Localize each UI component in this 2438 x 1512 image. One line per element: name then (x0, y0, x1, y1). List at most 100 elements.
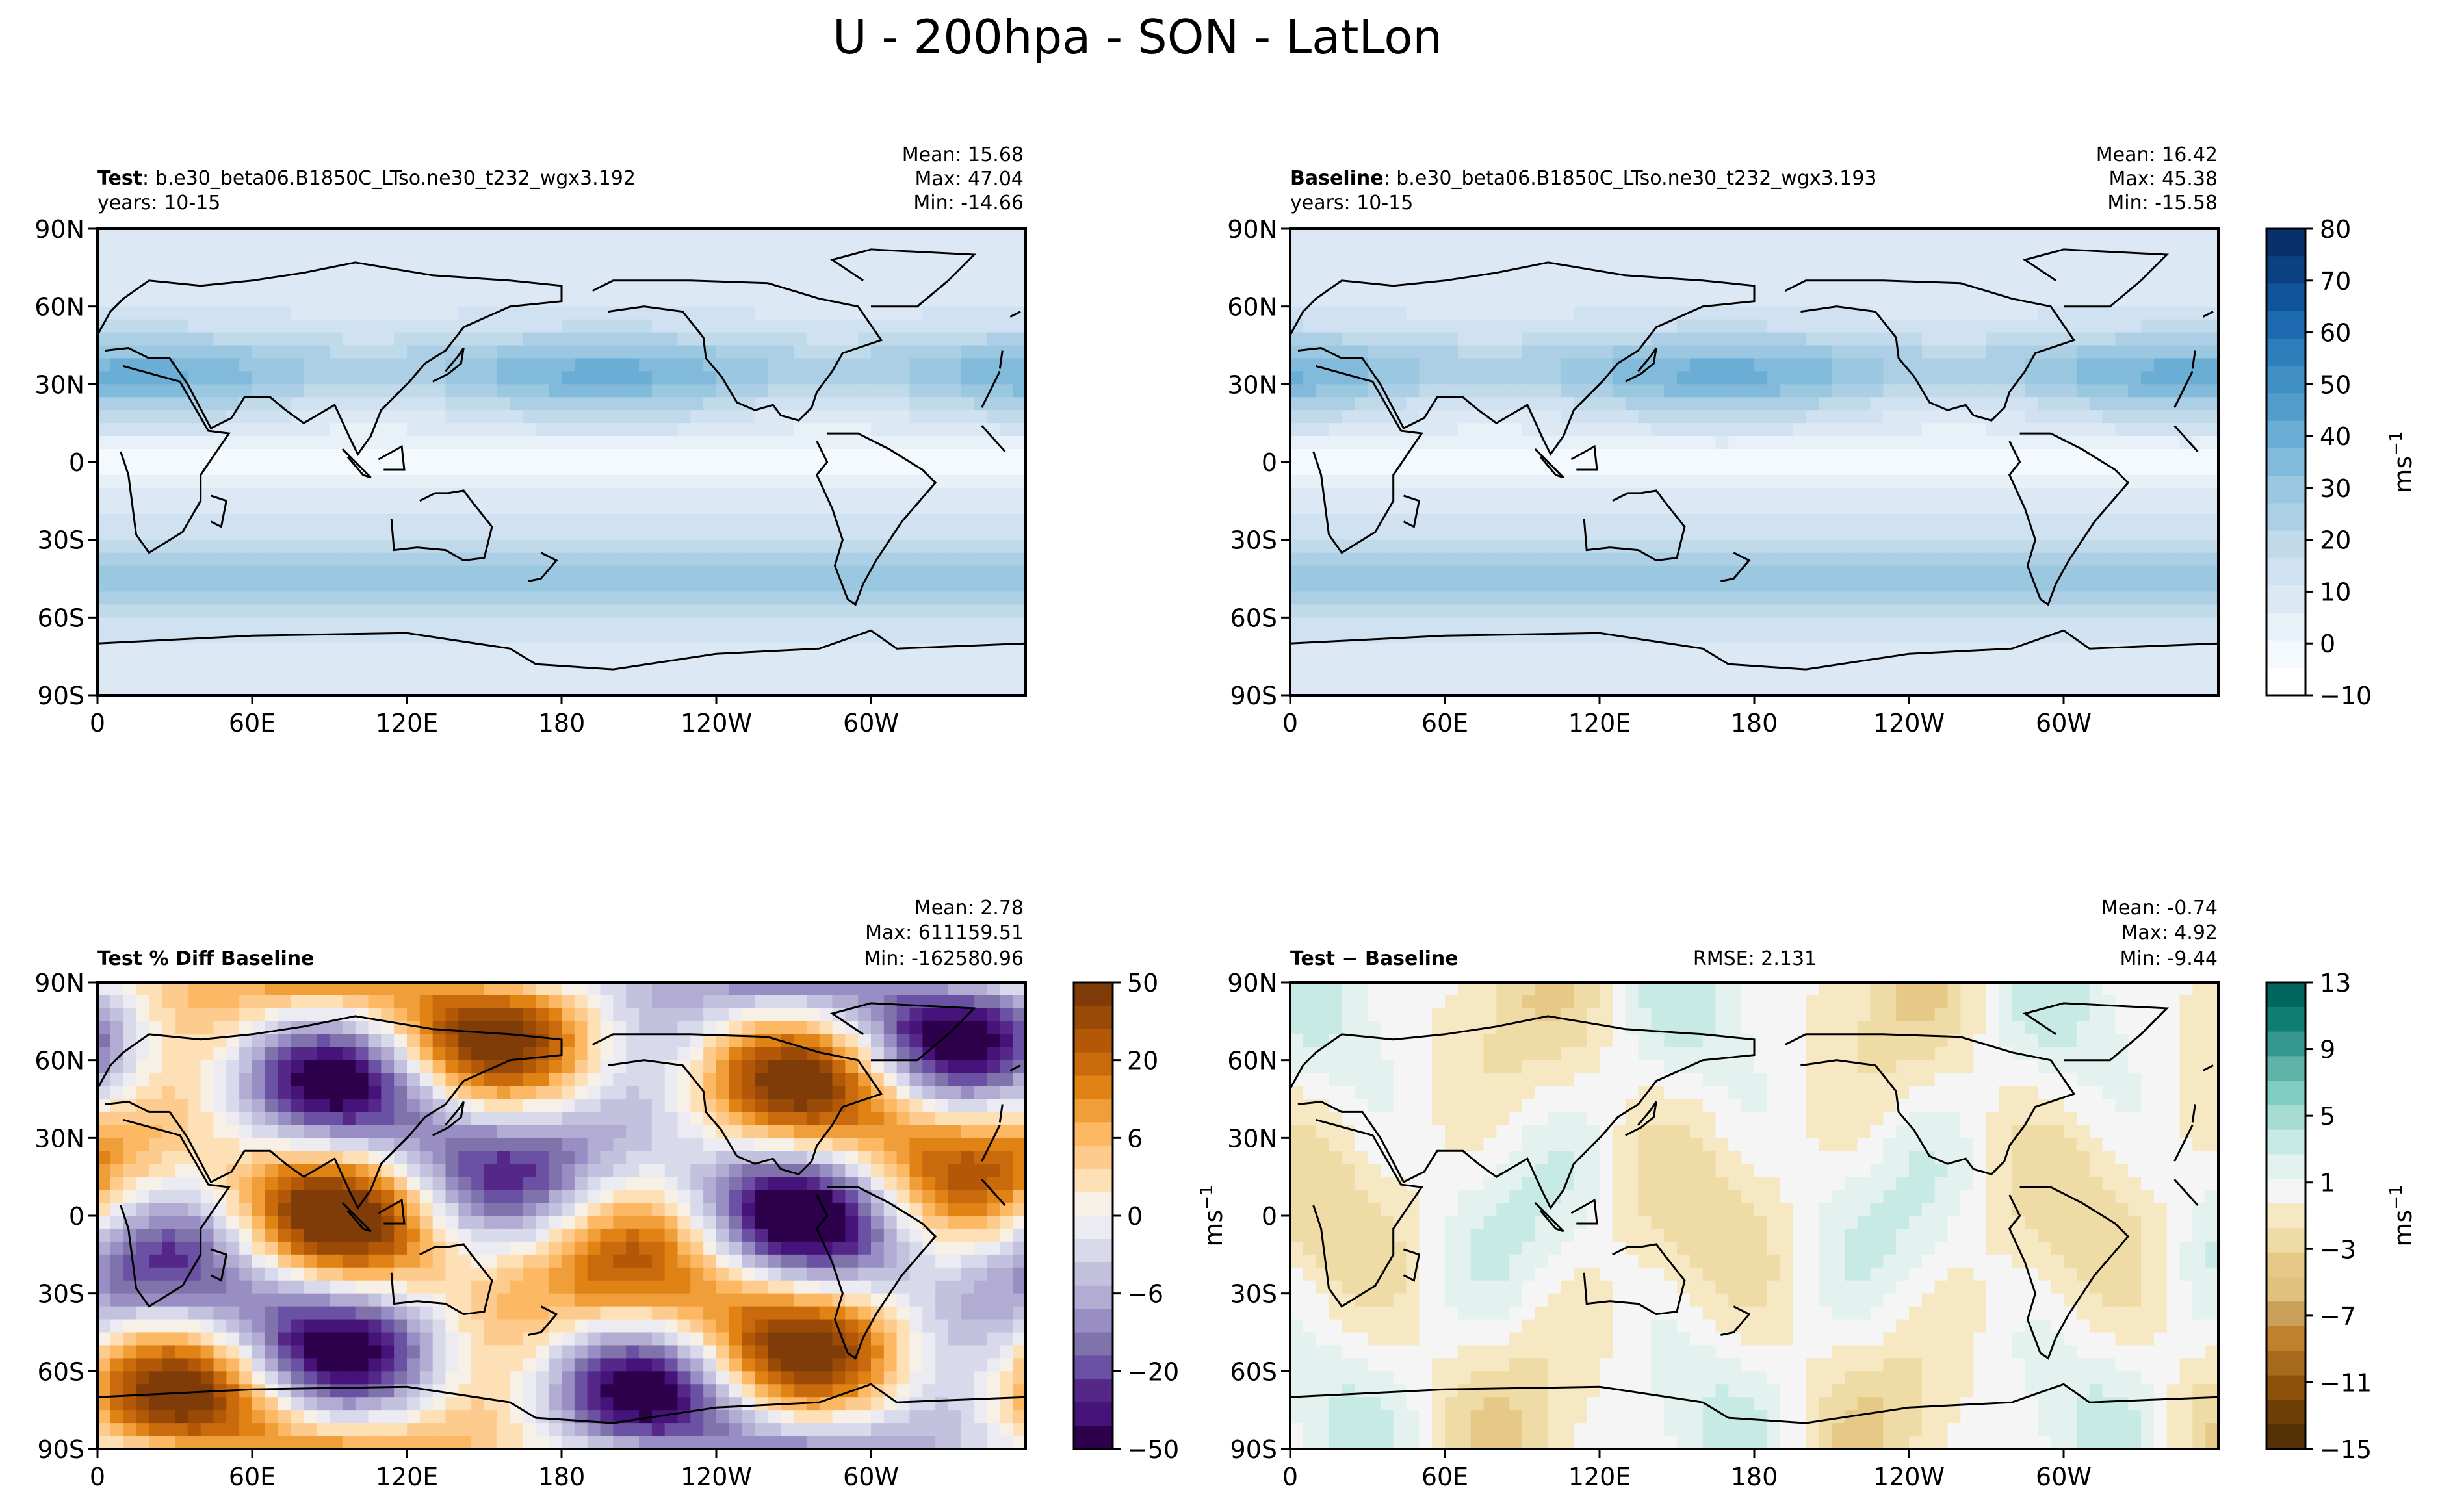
coastline (815, 432, 937, 606)
panel-pctdiff-label: Test % Diff Baseline (97, 947, 315, 970)
colorbar-tick-label: −6 (1127, 1280, 1163, 1309)
coastline (1312, 365, 2199, 554)
colorbar-tick-label: 50 (2320, 370, 2351, 399)
colorbar-swatch (2266, 311, 2305, 339)
lon-tick-label: 60W (843, 1463, 899, 1491)
coastlines-test (97, 248, 1026, 695)
colorbar-swatch (1074, 1426, 1113, 1450)
colorbar-swatch (1074, 1355, 1113, 1379)
colorbar-tick-label: 13 (2320, 969, 2351, 997)
map-field-baseline (1290, 229, 2218, 695)
coastline (1290, 1015, 2196, 1210)
colorbar-swatch (2266, 476, 2305, 504)
colorbar-tick-label: 80 (2320, 215, 2351, 244)
coastline (1583, 489, 1686, 562)
lat-tick-label: 30N (34, 370, 84, 399)
colorbar-swatch (1074, 1005, 1113, 1030)
colorbar-swatch (1074, 1262, 1113, 1287)
coastline (2202, 1064, 2214, 1071)
map-field-test (97, 229, 1026, 695)
lon-tick-label: 180 (1731, 709, 1778, 737)
colorbar-swatch (2266, 1105, 2305, 1131)
coastline (378, 444, 406, 471)
colorbar-swatch (2266, 1129, 2305, 1155)
panel-diff-rmse: RMSE: 2.131 (1693, 947, 1817, 970)
lon-tick-label: 180 (1731, 1463, 1778, 1491)
panel-baseline-max: Max: 45.38 (2108, 168, 2218, 190)
coastline (1583, 1243, 1686, 1316)
colorbar-tick-label: 60 (2320, 319, 2351, 348)
colorbar-tick-label: 30 (2320, 474, 2351, 503)
lat-tick-label: 90S (1230, 1435, 1277, 1464)
lat-tick-label: 90N (1227, 215, 1277, 244)
coastline (1290, 629, 2218, 695)
lat-tick-label: 30S (38, 1280, 84, 1309)
colorbar-frame (2265, 981, 2307, 1450)
lon-tick-label: 120W (681, 709, 752, 737)
colorbar-tick-label: 1 (2320, 1169, 2335, 1198)
lat-tick-label: 90N (34, 969, 84, 997)
colorbar-swatch (2266, 1400, 2305, 1425)
colorbar-swatch (1074, 1216, 1113, 1240)
colorbar-tick-label: 5 (2320, 1102, 2335, 1131)
coastline (2022, 1002, 2170, 1062)
coastline (815, 1186, 937, 1360)
figure-title: U - 200hpa - SON - LatLon (833, 10, 1442, 64)
coastline (1534, 1202, 1564, 1233)
colorbar-tick-label: 70 (2320, 267, 2351, 296)
colorbar-cb-field: 80 70 60 50 40 30 20 10 0 −10 ms−1 (2265, 215, 2417, 710)
panel-diff-label: Test − Baseline (1290, 947, 1459, 970)
lon-tick-label: 60E (1421, 709, 1468, 737)
colorbar-tick-label: 20 (1127, 1047, 1158, 1075)
colorbar-swatch (2266, 393, 2305, 422)
colorbar-frame (2265, 227, 2307, 697)
coastline (528, 552, 558, 582)
colorbar-swatch (2266, 1154, 2305, 1179)
lon-tick-label: 120W (1873, 1463, 1945, 1491)
lat-tick-label: 60S (1230, 604, 1277, 632)
coastline (591, 279, 883, 422)
panel-baseline-mean: Mean: 16.42 (2096, 144, 2218, 166)
coastline (829, 248, 977, 308)
coastline (1784, 279, 2076, 422)
colorbar-swatch (1074, 1238, 1113, 1263)
panel-pctdiff-mean: Mean: 2.78 (914, 897, 1024, 919)
coastline (97, 1015, 1004, 1210)
colorbar-swatch (2266, 1350, 2305, 1376)
colorbar-swatch (1074, 1075, 1113, 1100)
colorbar-swatch (1074, 1169, 1113, 1193)
colorbar-swatch (2266, 530, 2305, 559)
colorbar-tick-label: 50 (1127, 969, 1158, 997)
lon-tick-label: 60E (229, 709, 276, 737)
colorbar-swatch (2266, 503, 2305, 532)
colorbar-swatch (2266, 982, 2305, 1008)
map-field-pctdiff (97, 982, 1026, 1449)
coastline (2022, 248, 2170, 308)
panel-test-years: years: 10-15 (97, 192, 220, 214)
lat-tick-label: 90N (34, 215, 84, 244)
panel-test-mean: Mean: 15.68 (902, 144, 1024, 166)
colorbar-swatch (2266, 667, 2305, 696)
colorbar-tick-label: 20 (2320, 526, 2351, 555)
lon-tick-label: 0 (90, 1463, 105, 1491)
colorbar-swatch (2266, 640, 2305, 669)
lat-tick-label: 60N (1227, 1047, 1277, 1075)
lon-tick-label: 60W (843, 709, 899, 737)
panel-diff-max: Max: 4.92 (2121, 921, 2218, 944)
coastline (1784, 1033, 2076, 1175)
coastline (390, 489, 493, 562)
lon-tick-label: 120E (1568, 1463, 1631, 1491)
colorbar-tick-label: −11 (2320, 1368, 2372, 1397)
coastline (432, 1101, 465, 1136)
colorbar-swatch (2266, 420, 2305, 449)
colorbar-swatch (2266, 1031, 2305, 1057)
lat-tick-label: 60N (1227, 293, 1277, 322)
colorbar-swatch (2266, 338, 2305, 366)
lat-tick-label: 90S (38, 1435, 84, 1464)
coastline (1009, 1064, 1021, 1071)
lon-tick-label: 180 (538, 1463, 586, 1491)
panel-diff-min: Min: -9.44 (2120, 947, 2218, 970)
colorbar-swatch (2266, 1277, 2305, 1302)
